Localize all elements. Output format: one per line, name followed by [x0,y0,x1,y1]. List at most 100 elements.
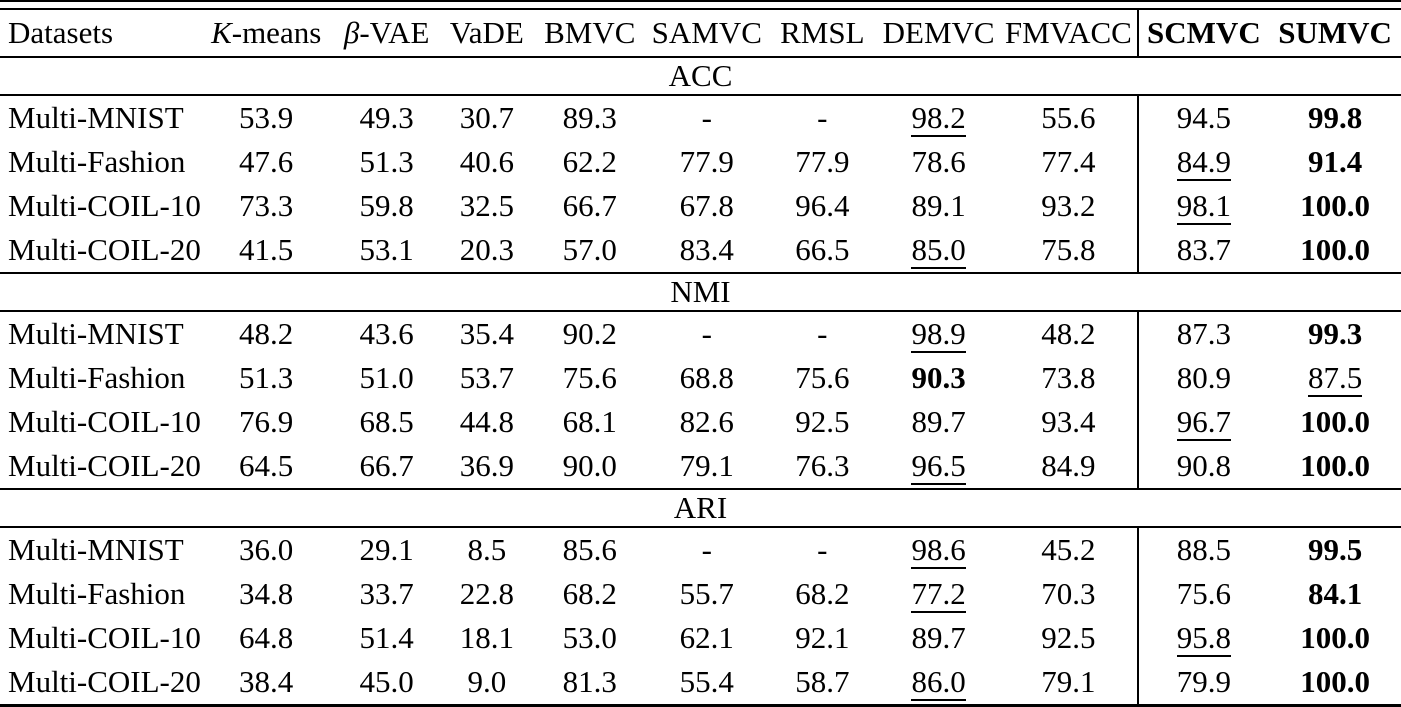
value-cell: 84.1 [1269,572,1401,616]
value-cell: 96.4 [768,184,877,228]
column-header-rmsl: RMSL [767,9,877,58]
dataset-name-cell: Multi-COIL-10 [8,620,201,655]
column-header-fmvacc: FMVACC [1000,9,1138,58]
value-cell: 66.7 [333,444,439,489]
value-text: - [817,100,828,135]
value-text: 43.6 [359,316,414,351]
value-cell: 89.1 [877,184,1000,228]
table-row: Multi-Fashion 51.3 51.0 53.7 75.6 68.8 75.6 90.… [0,356,1401,400]
value-text: - [701,100,712,135]
value-cell: 84.9 [1000,444,1137,489]
value-cell: 35.4 [440,311,534,356]
value-text: 48.2 [1041,316,1096,351]
table-row: Multi-Fashion 47.6 51.3 40.6 62.2 77.9 77.9 78.… [0,140,1401,184]
value-cell: 98.1 [1136,184,1270,228]
value-text: 55.7 [679,576,734,611]
value-cell: 85.6 [534,527,646,572]
value-cell: 99.5 [1269,527,1401,572]
value-cell: 94.5 [1136,95,1270,140]
column-header-kmeans: K-means [198,9,334,58]
value-cell: 100.0 [1269,184,1401,228]
dataset-name-cell: Multi-MNIST [8,316,184,351]
underlined-value: 98.1 [1176,188,1232,225]
value-text: 68.8 [679,360,734,395]
value-cell: - [768,95,877,140]
value-cell: 75.6 [534,356,646,400]
value-cell: 77.2 [877,572,1000,616]
value-text: 76.3 [795,448,850,483]
dataset-name-cell: Multi-Fashion [8,576,186,611]
value-text: 75.6 [562,360,617,395]
table-row: Multi-COIL-20 38.4 45.0 9.0 81.3 55.4 58.7 86.0… [0,660,1401,706]
value-cell: 88.5 [1136,527,1270,572]
value-text: 64.8 [239,620,294,655]
value-cell: 76.3 [768,444,877,489]
value-text: 53.7 [459,360,514,395]
value-text: 66.7 [359,448,414,483]
table-row: Multi-MNIST 36.0 29.1 8.5 85.6 - - 98.6 45.2 88.5… [0,527,1401,572]
value-cell: 93.2 [1000,184,1137,228]
value-cell: 92.5 [768,400,877,444]
value-text: 45.2 [1041,532,1096,567]
section-label: NMI [0,272,1401,312]
value-cell: 40.6 [440,140,534,184]
table-row: Multi-COIL-20 64.5 66.7 36.9 90.0 79.1 76.3 96.… [0,444,1401,489]
value-cell: 100.0 [1269,660,1401,706]
value-cell: 45.2 [1000,527,1137,572]
value-cell: 70.3 [1000,572,1137,616]
value-cell: 76.9 [199,400,333,444]
value-text: 87.3 [1176,316,1232,351]
dataset-name-cell: Multi-MNIST [8,532,184,567]
value-cell: 68.2 [534,572,646,616]
value-text: 100.0 [1300,404,1370,439]
value-text: 92.1 [795,620,850,655]
value-text: 89.7 [911,620,966,655]
value-cell: 73.3 [199,184,333,228]
value-text: 89.7 [911,404,966,439]
value-cell: 84.9 [1136,140,1270,184]
value-cell: 85.0 [877,228,1000,273]
value-text: 40.6 [459,144,514,179]
value-cell: 100.0 [1269,400,1401,444]
value-cell: 36.9 [440,444,534,489]
value-cell: 20.3 [440,228,534,273]
value-text: 75.6 [795,360,850,395]
value-text: 36.9 [459,448,514,483]
value-cell: 95.8 [1136,616,1270,660]
value-cell: 75.6 [1136,572,1270,616]
value-text: 85.6 [562,532,617,567]
value-cell: 79.9 [1136,660,1270,706]
dataset-name-cell: Multi-COIL-20 [8,664,201,699]
value-cell: 89.3 [534,95,646,140]
table-row: Multi-COIL-10 73.3 59.8 32.5 66.7 67.8 96.4 89.… [0,184,1401,228]
value-text: 67.8 [679,188,734,223]
value-cell: 55.4 [646,660,768,706]
value-cell: 45.0 [333,660,439,706]
table-row: Multi-MNIST 53.9 49.3 30.7 89.3 - - 98.2 55.6 94.… [0,95,1401,140]
value-cell: 68.1 [534,400,646,444]
value-text: - [701,316,712,351]
value-cell: 51.4 [333,616,439,660]
value-text: 35.4 [459,316,514,351]
value-text: 70.3 [1041,576,1096,611]
value-cell: 29.1 [333,527,439,572]
value-text: 36.0 [239,532,294,567]
table-row: Multi-Fashion 34.8 33.7 22.8 68.2 55.7 68.2 77.… [0,572,1401,616]
value-cell: 96.5 [877,444,1000,489]
value-cell: 53.0 [534,616,646,660]
value-text: 18.1 [459,620,514,655]
value-cell: 57.0 [534,228,646,273]
value-cell: 99.8 [1269,95,1401,140]
value-text: - [817,316,828,351]
value-text: 9.0 [467,664,507,699]
column-header-sumvc: SUMVC [1269,9,1401,58]
section-label: ACC [0,56,1401,96]
value-text: 47.6 [239,144,294,179]
value-cell: 83.7 [1136,228,1270,273]
value-cell: 68.2 [768,572,877,616]
value-text: 8.5 [467,532,507,567]
column-header-samvc: SAMVC [645,9,768,58]
value-text: 68.2 [795,576,850,611]
value-cell: 99.3 [1269,311,1401,356]
